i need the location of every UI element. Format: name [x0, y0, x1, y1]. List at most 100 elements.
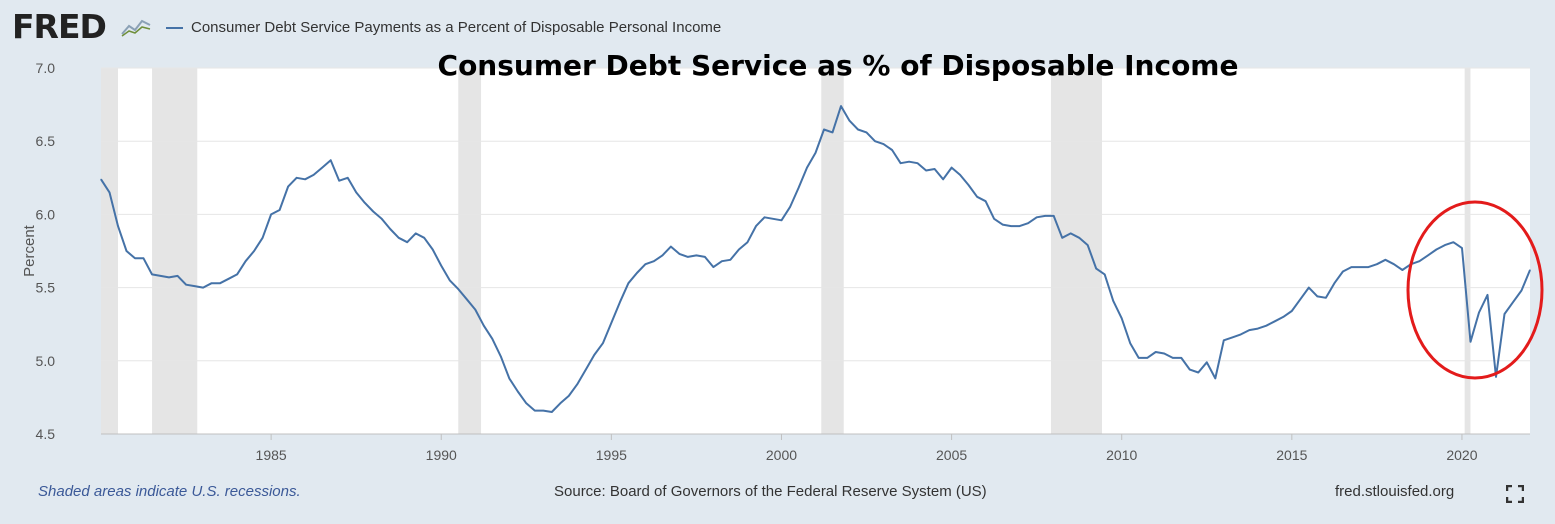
data-point [1214, 377, 1216, 379]
data-point [449, 279, 451, 281]
data-point [1223, 339, 1225, 341]
fred-logo[interactable]: FRED [12, 7, 107, 46]
data-point [823, 128, 825, 131]
data-point [789, 206, 791, 208]
x-tick-label: 2010 [1106, 447, 1137, 463]
data-point [287, 186, 289, 188]
data-point [508, 377, 510, 379]
data-point [1027, 222, 1029, 224]
data-point [891, 149, 893, 151]
data-point [245, 260, 247, 262]
data-point [627, 282, 630, 284]
data-point [338, 180, 340, 182]
x-tick-label: 1990 [426, 447, 457, 463]
data-point [1019, 225, 1021, 227]
data-point [321, 167, 323, 169]
data-point [1172, 357, 1174, 359]
data-point [661, 254, 664, 256]
data-point [1231, 336, 1233, 338]
data-point [202, 287, 204, 289]
data-point [602, 342, 604, 344]
data-point [942, 178, 944, 180]
data-point [951, 167, 953, 169]
recession-band [1464, 68, 1471, 434]
data-point [406, 241, 408, 243]
data-point [185, 284, 187, 286]
data-point [219, 282, 221, 284]
data-point [593, 354, 595, 356]
legend-swatch [166, 26, 183, 29]
data-point [236, 273, 238, 275]
data-point [551, 411, 553, 413]
data-point [968, 184, 970, 186]
data-point [517, 390, 519, 393]
data-point [168, 276, 170, 278]
data-point [806, 167, 808, 169]
data-point [1240, 333, 1242, 335]
data-point [381, 218, 383, 220]
data-point [1299, 298, 1301, 300]
recession-band [458, 68, 482, 434]
x-tick-label: 1995 [596, 447, 627, 463]
data-point [1520, 289, 1523, 292]
y-tick-label: 6.0 [36, 206, 56, 222]
data-point [934, 168, 936, 170]
data-point [925, 169, 927, 172]
data-point [1512, 301, 1514, 303]
data-point [1104, 273, 1106, 275]
data-point [1452, 241, 1454, 243]
data-point [1087, 244, 1089, 246]
data-point [1189, 369, 1191, 371]
data-point [1010, 225, 1012, 227]
data-point [1121, 317, 1123, 319]
data-point [279, 209, 281, 211]
data-point [993, 218, 995, 220]
data-point [159, 275, 162, 277]
data-point [389, 228, 391, 230]
data-points [100, 105, 1531, 413]
data-point [670, 246, 672, 248]
data-point [746, 241, 749, 243]
recession-band [1050, 68, 1102, 434]
data-point [831, 131, 834, 133]
data-point [1257, 328, 1259, 330]
plot-area [101, 68, 1530, 434]
fullscreen-icon[interactable] [1506, 485, 1524, 503]
data-point [1163, 352, 1165, 355]
data-point [330, 159, 332, 161]
data-point [568, 395, 570, 397]
data-point [1078, 237, 1080, 239]
legend-item[interactable]: Consumer Debt Service Payments as a Perc… [166, 19, 721, 36]
data-point [576, 383, 578, 385]
data-point [848, 120, 851, 122]
data-point [755, 225, 757, 227]
data-point [908, 161, 910, 163]
data-point [1070, 232, 1072, 234]
y-tick-label: 7.0 [36, 60, 56, 76]
data-point [814, 152, 817, 154]
data-point [1265, 325, 1267, 327]
data-point [1333, 282, 1335, 284]
source-link[interactable]: fred.stlouisfed.org [1335, 483, 1455, 500]
data-point [100, 178, 102, 180]
data-point [1308, 287, 1310, 289]
data-point [1061, 237, 1063, 239]
data-point [483, 325, 485, 327]
data-point [1486, 294, 1489, 296]
annotation-ellipse [1406, 200, 1544, 380]
data-point [398, 237, 400, 239]
data-point [1155, 351, 1157, 353]
data-point [687, 256, 689, 258]
data-point [474, 309, 476, 311]
data-point [985, 200, 987, 202]
x-tick-label: 2015 [1276, 447, 1307, 463]
data-point [457, 288, 459, 290]
data-point [491, 338, 493, 340]
data-point [304, 178, 306, 180]
data-point [1129, 342, 1131, 344]
data-point [917, 162, 919, 164]
data-point [772, 218, 774, 220]
data-point [704, 256, 706, 258]
recession-bands [101, 68, 1471, 434]
